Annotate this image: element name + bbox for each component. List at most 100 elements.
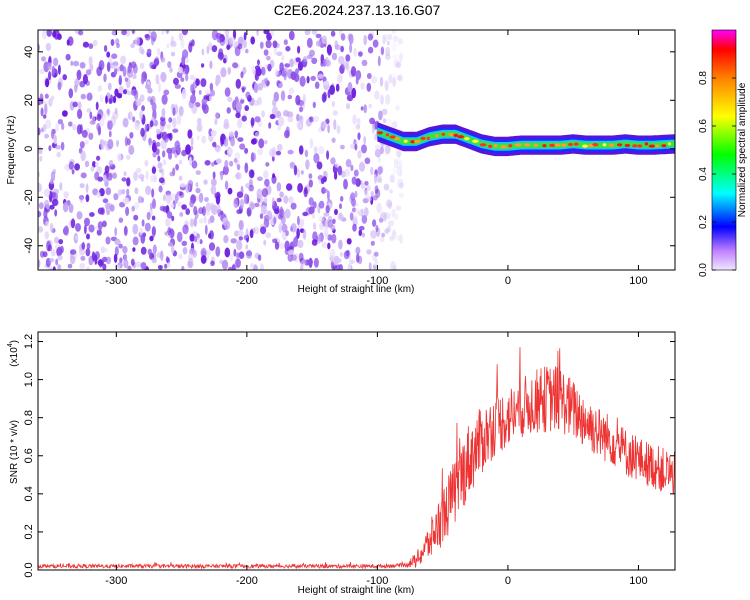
noise-blob (92, 161, 96, 168)
noise-blob (279, 206, 284, 217)
noise-blob (79, 62, 86, 69)
noise-blob (209, 60, 213, 69)
noise-blob (68, 203, 74, 213)
noise-blob (296, 168, 301, 178)
noise-blob (260, 204, 267, 215)
snr-series (38, 347, 675, 570)
noise-blob (203, 95, 208, 100)
noise-blob (398, 160, 403, 170)
noise-blob (397, 156, 401, 165)
noise-blob (170, 40, 177, 48)
noise-blob (157, 265, 163, 270)
noise-blob (170, 147, 176, 154)
noise-blob (340, 144, 345, 150)
noise-blob (287, 94, 293, 100)
noise-blob (176, 192, 180, 201)
snr-xtick-label: 100 (629, 575, 647, 587)
noise-blob (178, 106, 184, 117)
noise-blob (360, 183, 366, 190)
noise-blob (113, 253, 118, 263)
noise-blob (145, 84, 151, 90)
noise-blob (156, 47, 161, 56)
noise-blob (370, 190, 375, 197)
noise-blob (187, 254, 194, 260)
noise-blob (284, 240, 290, 252)
noise-blob (171, 245, 175, 254)
noise-blob (216, 204, 221, 214)
ridge-peak (661, 144, 667, 148)
noise-blob (252, 69, 256, 75)
noise-blob (180, 77, 185, 82)
noise-blob (245, 244, 249, 250)
noise-blob (263, 239, 267, 246)
ridge-peak (514, 143, 522, 147)
noise-blob (163, 134, 169, 143)
noise-blob (105, 187, 112, 196)
noise-blob (144, 123, 148, 133)
noise-blob (385, 46, 391, 57)
noise-blob (72, 101, 78, 108)
noise-blob (211, 178, 217, 187)
noise-blob (324, 56, 329, 67)
noise-blob (325, 205, 330, 214)
noise-blob (235, 101, 242, 112)
noise-blob (135, 261, 142, 268)
noise-blob (384, 228, 389, 234)
ridge-peak (389, 135, 396, 139)
noise-blob (111, 53, 118, 59)
noise-blob (100, 246, 105, 254)
noise-blob (383, 183, 390, 191)
noise-blob (380, 236, 385, 243)
noise-blob (45, 42, 52, 52)
noise-blob (263, 170, 269, 179)
noise-blob (313, 116, 320, 123)
noise-blob (285, 45, 291, 52)
noise-blob (219, 259, 223, 265)
noise-blob (280, 90, 286, 101)
snr-line (38, 347, 675, 570)
noise-blob (205, 249, 211, 256)
noise-blob (389, 235, 395, 242)
noise-blob (210, 129, 217, 137)
noise-blob (372, 39, 379, 48)
noise-blob (360, 82, 365, 90)
noise-blob (392, 54, 399, 60)
noise-blob (392, 35, 399, 42)
noise-blob (193, 217, 197, 227)
noise-blob (381, 232, 386, 238)
noise-blob (151, 102, 157, 112)
noise-blob (383, 211, 387, 223)
noise-blob (174, 84, 181, 89)
noise-blob (274, 69, 279, 76)
noise-blob (251, 65, 255, 71)
noise-blob (327, 190, 330, 201)
noise-blob (52, 266, 56, 270)
noise-blob (68, 161, 74, 170)
noise-blob (323, 212, 330, 217)
noise-blob (111, 64, 118, 70)
noise-blob (316, 40, 322, 47)
ridge-peak (655, 144, 659, 148)
noise-blob (271, 197, 275, 207)
noise-blob (189, 156, 192, 166)
noise-blob (177, 66, 183, 74)
noise-blob (243, 193, 249, 205)
noise-blob (351, 176, 357, 185)
noise-blob (167, 151, 173, 160)
noise-blob (243, 31, 247, 41)
noise-blob (302, 229, 307, 240)
noise-blob (57, 264, 62, 270)
noise-blob (86, 242, 91, 250)
noise-blob (257, 96, 262, 106)
noise-blob (290, 226, 293, 232)
noise-blob (254, 132, 260, 137)
noise-blob (387, 147, 391, 153)
noise-blob (106, 172, 113, 181)
noise-blob (223, 58, 227, 64)
noise-blob (131, 30, 135, 34)
snr-xtick-label: 0 (505, 575, 511, 587)
noise-blob (164, 263, 168, 269)
noise-blob (57, 119, 64, 125)
